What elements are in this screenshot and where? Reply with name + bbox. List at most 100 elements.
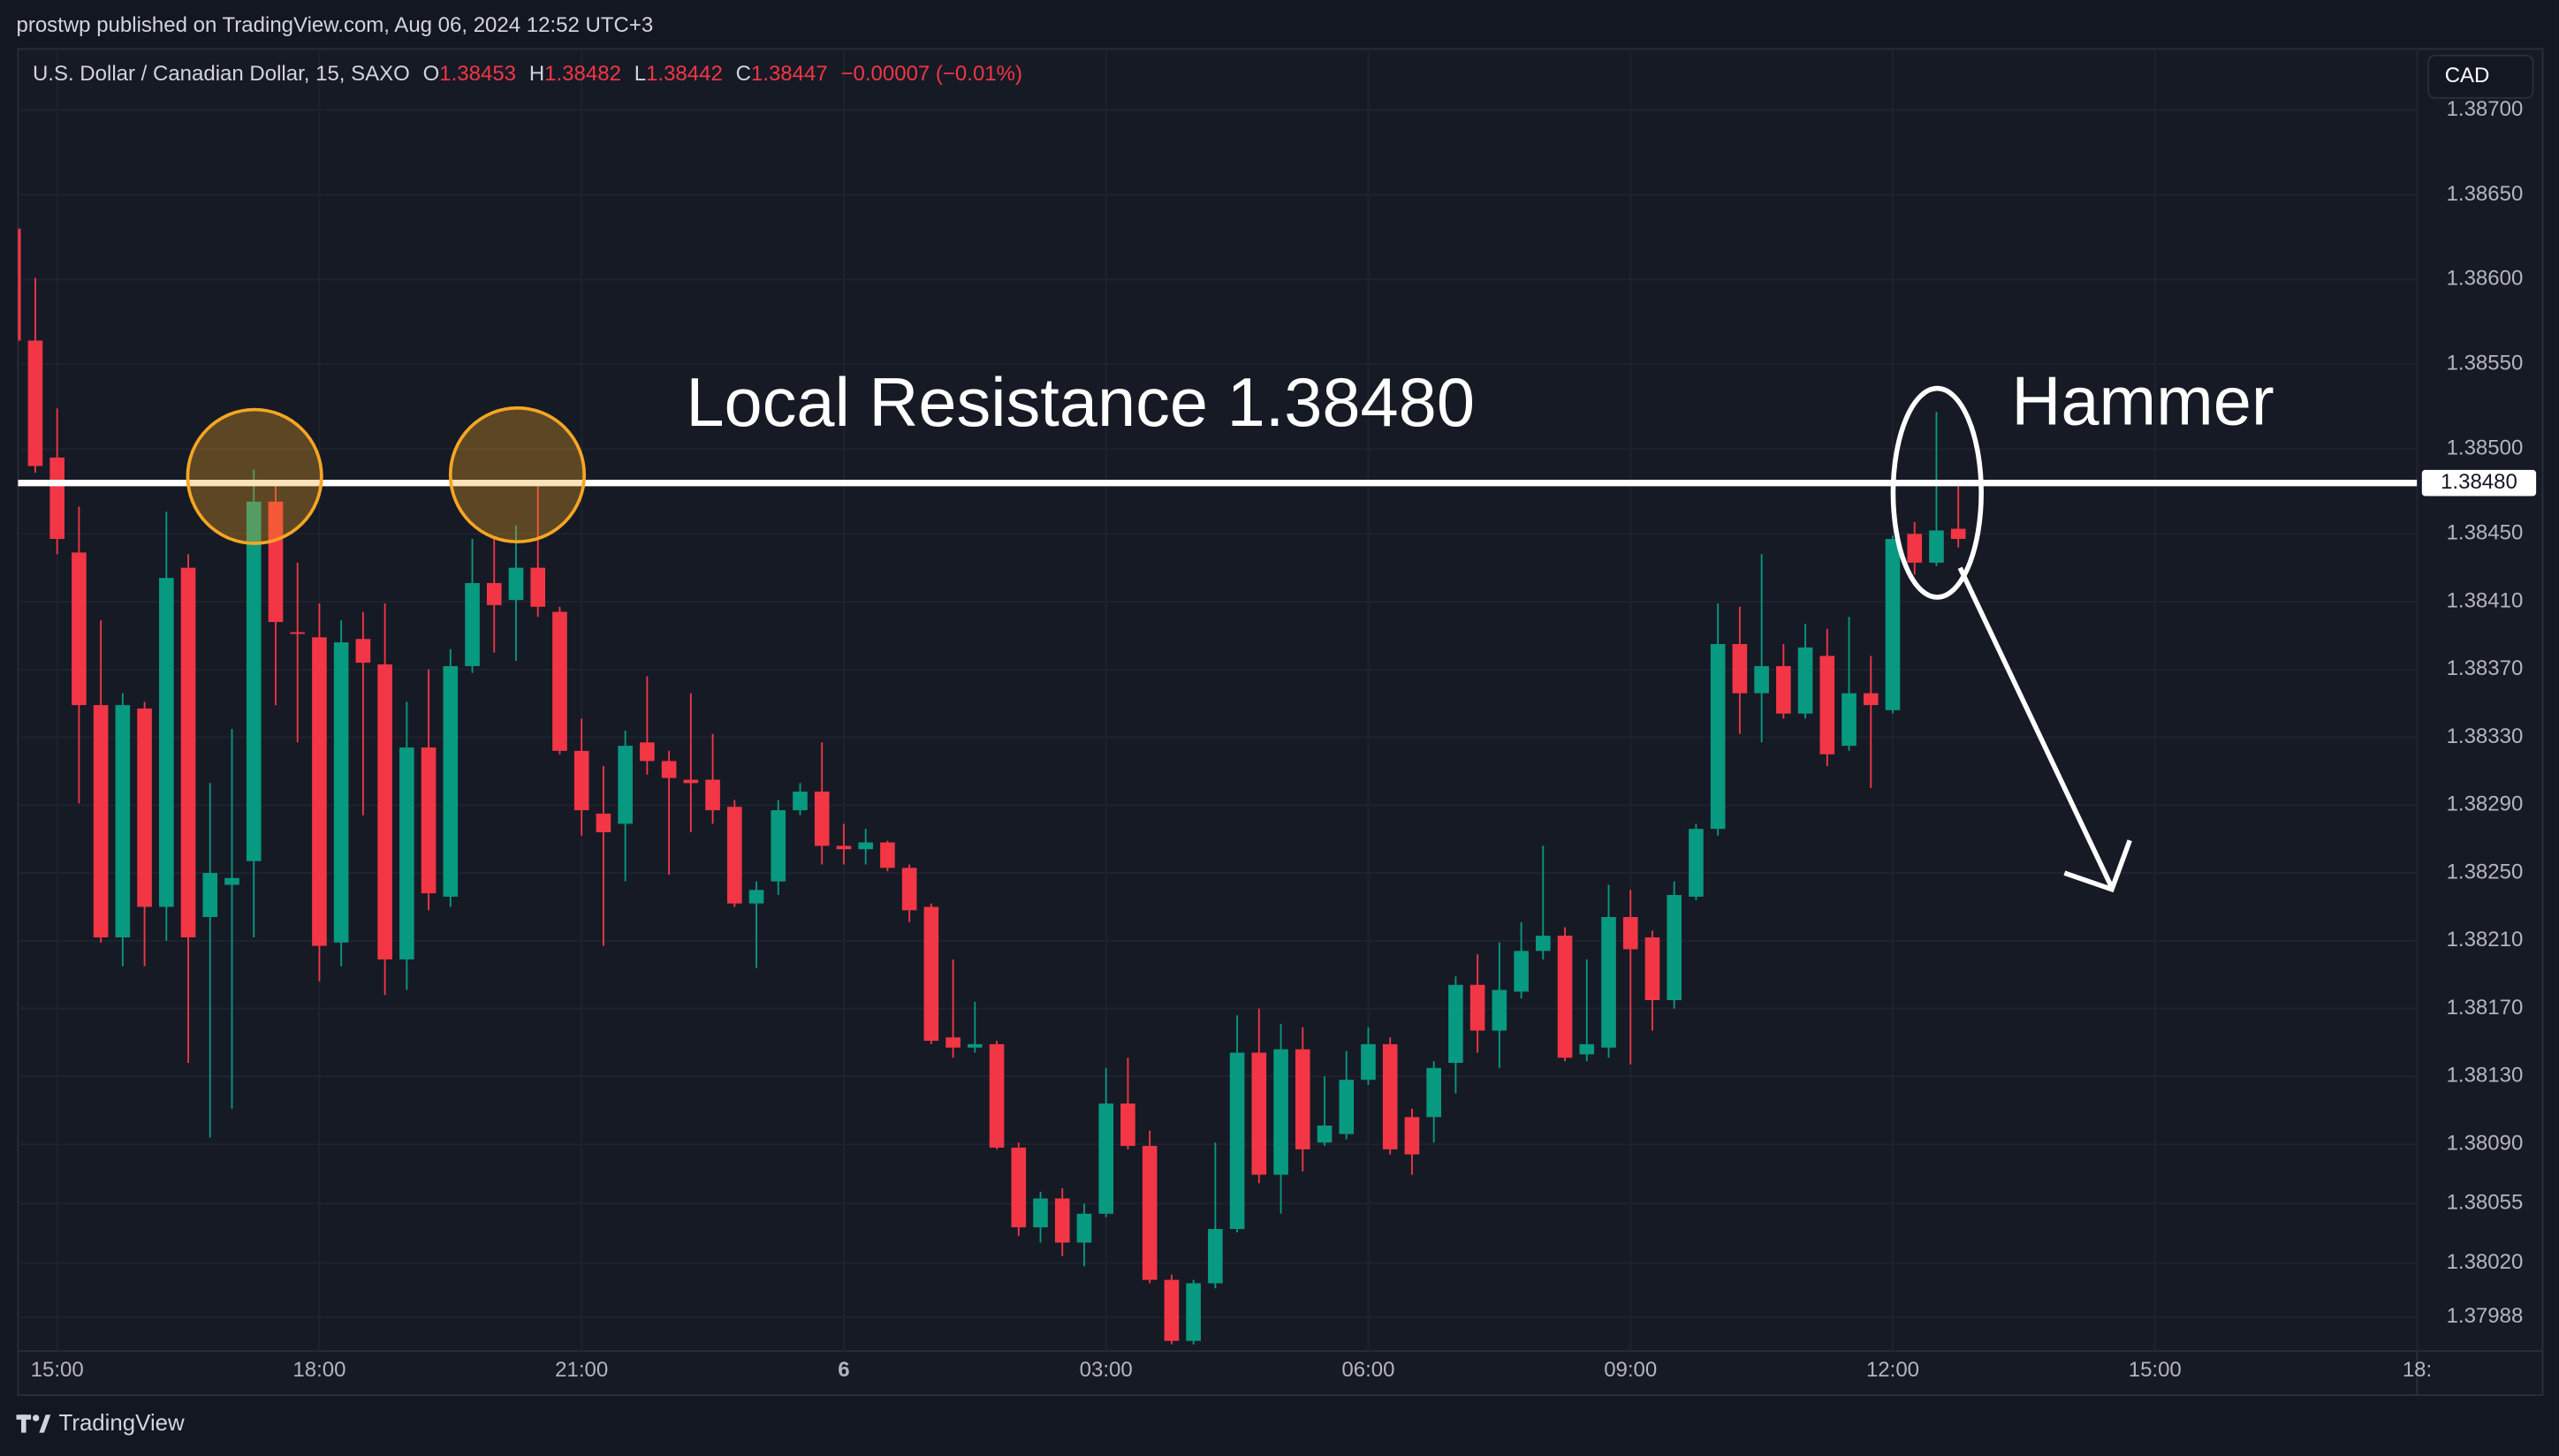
candle-body [1426,1067,1441,1118]
plot-area [18,228,2418,1345]
legend-value: 1.38447 [751,62,828,86]
candle-body [1579,1043,1595,1055]
arrow-head [2063,839,2132,893]
candle-body [159,578,174,907]
candle-body [1907,534,1923,563]
currency-button[interactable]: CAD [2427,54,2534,99]
candle-body [1644,937,1660,1000]
candle-body [1622,916,1638,950]
candle-body [377,664,392,959]
footer-brand: TradingView [59,1411,186,1436]
logo-part [32,1414,40,1422]
candle-body [1208,1229,1223,1284]
y-tick-label: 1.38600 [2447,267,2524,291]
y-tick-label: 1.38250 [2447,860,2524,883]
candle-body [771,810,786,882]
x-tick-label: 12:00 [1866,1358,1919,1382]
candle-body [202,873,218,917]
y-tick-label: 1.38410 [2447,588,2524,612]
x-tick-label: 6 [838,1358,849,1382]
candle-body [1469,984,1485,1031]
candle-body [726,807,742,904]
time-axis: 15:00 18:00 21:00 6 03:00 06:00 09:00 12:00 15:0… [31,1358,2433,1382]
candle-body [465,582,480,666]
y-tick-label: 1.38055 [2447,1191,2524,1215]
candle-body [268,501,284,623]
candle-body [1142,1146,1158,1280]
candle-body [1404,1117,1420,1155]
candle-body [1273,1049,1288,1175]
y-tick-label: 1.38550 [2447,352,2524,375]
candle-body [72,552,87,706]
candle-body [1514,951,1529,992]
candle-body [1033,1198,1048,1228]
candle-body [1689,829,1704,897]
candle-body [1667,895,1682,1000]
x-tick-label: 18: [2403,1358,2432,1382]
y-tick-label: 1.38090 [2447,1131,2524,1155]
candle-body [180,567,196,937]
candle-body [443,665,459,897]
candle-body [573,750,589,811]
annotation: Hammer [2011,363,2274,439]
candle-body [1186,1283,1201,1341]
x-tick-label: 21:00 [555,1358,608,1382]
candle-body [640,742,655,762]
candle-body [1076,1213,1092,1243]
legend-change: −0.00007 (−0.01%) [840,62,1021,86]
candle-body [1797,647,1813,714]
candle-body [1557,936,1573,1058]
legend-value: 1.38453 [439,62,516,86]
highlight-circle [448,406,587,544]
candle-body [18,228,21,341]
x-tick-label: 03:00 [1080,1358,1133,1382]
legend-label: L [634,62,646,86]
y-tick-label: 1.38130 [2447,1064,2524,1088]
currency-label[interactable]: CAD [2445,64,2490,87]
candle-body [1011,1147,1027,1228]
candle-body [1382,1043,1398,1149]
x-tick-label: 18:00 [292,1358,346,1382]
x-tick-label: 15:00 [2129,1358,2182,1382]
candle-body [1120,1103,1135,1147]
logo-part [39,1414,51,1433]
legend-label: C [736,62,751,86]
candle-body [27,340,43,466]
candle-body [1536,936,1551,952]
footer-logo [16,1414,51,1433]
candle-body [1732,643,1748,694]
candle-body [705,779,720,811]
candle-body [530,567,546,607]
y-tick-label: 1.38170 [2447,996,2524,1020]
candle-body [596,813,611,833]
candle-body [1251,1052,1267,1175]
x-tick-label: 06:00 [1341,1358,1394,1382]
candle-body [1885,539,1901,710]
candle-body [1317,1126,1333,1143]
candle-body [1819,656,1835,755]
candle-body [1754,665,1769,694]
candle-body [1361,1043,1376,1081]
legend: U.S. Dollar / Canadian Dollar, 15, SAXO O… [33,62,1022,86]
candle-body [1295,1049,1310,1149]
currency-button-box[interactable] [2427,54,2534,99]
annotation: Local Resistance 1.38480 [686,365,1475,441]
candle-body [1950,528,1966,540]
candle-body [923,906,939,1042]
y-tick-label: 1.38330 [2447,724,2524,748]
legend-label: O [423,62,440,86]
hammer-ellipse [1890,385,1984,600]
candle-body [508,567,524,601]
candle-body [945,1037,961,1048]
candle-body [290,632,306,634]
x-tick-label: 09:00 [1604,1358,1657,1382]
symbol-title: U.S. Dollar / Canadian Dollar, 15, SAXO [33,62,410,86]
candle-body [814,791,830,846]
resistance-price-box [2421,469,2537,497]
y-tick-label: 1.38500 [2447,436,2524,460]
candle-body [748,890,764,904]
candle-body [399,747,414,959]
resistance-price-label: 1.38480 [2441,470,2517,494]
candle-body [1776,665,1791,714]
y-tick-label: 1.38370 [2447,656,2524,680]
